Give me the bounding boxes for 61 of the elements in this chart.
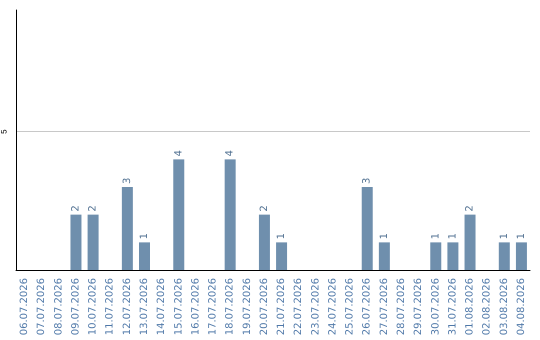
x-tick-label: 25.07.2026 <box>344 278 356 336</box>
data-label: 2 <box>88 205 99 212</box>
x-tick-label: 02.08.2026 <box>482 278 493 336</box>
x-tick-label: 07.07.2026 <box>36 278 48 336</box>
x-tick-label: 15.07.2026 <box>173 278 184 336</box>
x-tick-label: 19.07.2026 <box>242 278 253 336</box>
y-tick-label: 5 <box>0 128 8 134</box>
x-tick-label: 18.07.2026 <box>224 278 236 336</box>
bar <box>224 159 236 270</box>
x-tick-label: 28.07.2026 <box>396 278 407 336</box>
data-label: 1 <box>430 232 442 240</box>
x-tick-label: 17.07.2026 <box>208 278 219 336</box>
data-label: 1 <box>378 232 390 240</box>
x-tick-label: 09.07.2026 <box>70 278 82 336</box>
data-label: 1 <box>276 232 288 240</box>
x-tick-label: 30.07.2026 <box>430 278 442 336</box>
data-label: 1 <box>447 232 458 240</box>
bar <box>258 214 270 270</box>
x-tick-label: 04.08.2026 <box>516 278 527 336</box>
data-label: 3 <box>122 178 133 184</box>
bar <box>122 187 133 270</box>
data-label: 4 <box>173 150 184 156</box>
x-tick-label: 10.07.2026 <box>88 278 99 336</box>
x-tick-label: 01.08.2026 <box>464 278 476 336</box>
x-tick-label: 06.07.2026 <box>19 278 30 336</box>
bar <box>378 242 390 270</box>
data-label: 2 <box>70 205 82 212</box>
bar <box>276 242 288 270</box>
bar <box>362 187 373 270</box>
data-label: 2 <box>258 205 270 212</box>
data-label: 4 <box>224 150 236 156</box>
data-label: 1 <box>498 232 510 240</box>
x-tick-label: 16.07.2026 <box>190 278 202 336</box>
bar <box>88 214 99 270</box>
x-tick-label: 14.07.2026 <box>156 278 168 336</box>
bar <box>498 242 510 270</box>
x-tick-label: 11.07.2026 <box>104 278 116 336</box>
bar <box>464 214 476 270</box>
bar <box>70 214 82 270</box>
x-tick-label: 27.07.2026 <box>378 278 390 336</box>
x-tick-label: 22.07.2026 <box>293 278 304 336</box>
x-tick-label: 12.07.2026 <box>122 278 133 336</box>
x-tick-label: 08.07.2026 <box>53 278 64 336</box>
data-label: 1 <box>516 232 527 240</box>
x-tick-label: 24.07.2026 <box>327 278 338 336</box>
x-tick-label: 31.07.2026 <box>447 278 458 336</box>
data-label: 3 <box>362 178 373 184</box>
bar <box>447 242 458 270</box>
bar <box>516 242 527 270</box>
x-tick-label: 26.07.2026 <box>362 278 373 336</box>
bar <box>139 242 150 270</box>
x-tick-label: 03.08.2026 <box>498 278 510 336</box>
data-label: 2 <box>464 205 476 212</box>
data-label: 1 <box>139 232 150 240</box>
bar <box>430 242 442 270</box>
x-tick-label: 29.07.2026 <box>413 278 424 336</box>
x-tick-label: 21.07.2026 <box>276 278 288 336</box>
x-tick-label: 23.07.2026 <box>310 278 322 336</box>
x-tick-label: 20.07.2026 <box>258 278 270 336</box>
x-tick-label: 13.07.2026 <box>139 278 150 336</box>
bar <box>173 159 184 270</box>
